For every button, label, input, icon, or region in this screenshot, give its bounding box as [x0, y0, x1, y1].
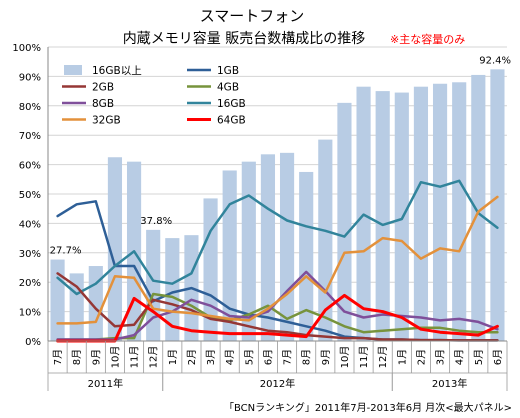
legend-label: 32GB	[92, 115, 121, 127]
y-tick-label: 50%	[19, 190, 41, 201]
bar-16gb-plus	[452, 82, 467, 341]
bar-16gb-plus	[50, 259, 65, 341]
bar-16gb-plus	[165, 238, 180, 341]
y-tick-label: 80%	[19, 102, 41, 113]
bar-16gb-plus	[260, 154, 276, 341]
x-tick-label: 6月	[492, 349, 504, 365]
legend-item-4gb: 4GB	[187, 82, 239, 94]
bar-16gb-plus	[471, 74, 486, 342]
data-label: 92.4%	[479, 55, 511, 66]
legend-item-1gb: 1GB	[187, 65, 239, 77]
legend-item-16gb: 16GB	[187, 98, 246, 110]
legend-label: 16GB	[217, 98, 246, 110]
chart-subtitle: 内蔵メモリ容量 販売台数構成比の推移	[123, 30, 365, 47]
x-tick-label: 12月	[148, 346, 160, 369]
bar-16gb-plus	[413, 86, 429, 341]
legend-label: 8GB	[92, 98, 114, 110]
chart-note: ※主な容量のみ	[390, 32, 465, 46]
y-tick-label: 40%	[19, 219, 41, 230]
bar-16gb-plus	[299, 171, 314, 341]
annotations: 27.7% 37.8% 92.4%	[50, 55, 511, 256]
x-tick-label: 9月	[320, 349, 332, 365]
bar-16gb-plus	[375, 91, 390, 341]
x-tick-label: 1月	[167, 349, 179, 365]
x-tick-label: 11月	[129, 346, 141, 369]
x-tick-label: 7月	[52, 349, 64, 365]
x-tick-label: 8月	[301, 349, 313, 365]
chart-title: スマートフォン	[200, 7, 305, 25]
line-32gb	[56, 195, 499, 325]
legend-item-16gb: 16GB以上	[64, 65, 142, 77]
x-tick-label: 2月	[186, 349, 198, 365]
y-tick-label: 10%	[19, 308, 41, 319]
x-tick-label: 10月	[339, 346, 351, 369]
year-label: 2011年	[88, 377, 123, 390]
bar-16gb-plus	[107, 157, 123, 341]
year-label: 2012年	[260, 377, 295, 390]
x-tick-label: 5月	[473, 349, 485, 365]
x-tick-label: 3月	[435, 349, 447, 365]
bar-16gb-plus	[490, 69, 505, 342]
legend-label: 64GB	[217, 115, 246, 127]
grid	[48, 46, 507, 313]
y-tick-label: 30%	[19, 249, 41, 260]
bar-16gb-plus	[337, 102, 352, 341]
line-16gb	[56, 179, 499, 296]
line-4gb	[56, 292, 499, 341]
bar-16gb-plus	[241, 161, 256, 341]
line-64gb	[56, 293, 499, 343]
legend-item-2gb: 2GB	[62, 82, 114, 94]
y-tick-label: 20%	[19, 278, 41, 289]
x-axis: 7月 8月 9月 10月 11月 12月 1月 2月 3月 4月 5月 6月 7月 8月 9月 10月 11月 1…	[47, 340, 508, 391]
x-tick-label: 7月	[282, 349, 294, 365]
x-tick-label: 1月	[396, 349, 408, 365]
legend: 16GB以上 1GB 2GB 4GB 8GB 16GB 32GB 64GB	[62, 65, 246, 127]
x-tick-label: 12月	[377, 346, 389, 369]
x-tick-label: 2月	[415, 349, 427, 365]
x-tick-label: 6月	[262, 349, 274, 365]
x-tick-label: 5月	[243, 349, 255, 365]
data-label: 37.8%	[140, 216, 172, 227]
bar-16gb-plus	[146, 229, 161, 341]
x-tick-label: 4月	[224, 349, 236, 365]
legend-item-8gb: 8GB	[62, 98, 114, 110]
line-2gb	[56, 272, 499, 342]
legend-label: 2GB	[92, 82, 114, 94]
y-axis: 0% 10% 20% 30% 40% 50% 60% 70% 80% 90% 100%	[12, 43, 49, 348]
data-label: 27.7%	[50, 246, 82, 257]
year-label: 2013年	[432, 377, 467, 390]
source-note: 「BCNランキング」2011年7月-2013年6月 月次<最大パネル>	[224, 401, 512, 414]
legend-label: 16GB以上	[92, 65, 142, 77]
bar-16gb-plus	[279, 152, 295, 341]
x-tick-label: 11月	[358, 346, 370, 369]
x-tick-label: 8月	[71, 349, 83, 365]
y-tick-label: 100%	[12, 43, 41, 54]
y-tick-label: 70%	[19, 131, 41, 142]
bar-16gb-plus	[222, 170, 237, 341]
x-tick-label: 9月	[90, 349, 102, 365]
bar-16gb-plus	[432, 83, 448, 341]
y-tick-label: 90%	[19, 72, 41, 83]
legend-item-32gb: 32GB	[62, 115, 121, 127]
legend-swatch	[64, 65, 82, 75]
y-tick-label: 0%	[25, 337, 41, 348]
legend-item-64gb: 64GB	[187, 115, 246, 127]
legend-label: 1GB	[217, 65, 239, 77]
y-tick-label: 60%	[19, 161, 41, 172]
x-tick-label: 4月	[454, 349, 466, 365]
legend-label: 4GB	[217, 82, 239, 94]
series-lines	[56, 179, 499, 343]
x-tick-label: 3月	[205, 349, 217, 365]
x-tick-label: 10月	[109, 346, 121, 369]
